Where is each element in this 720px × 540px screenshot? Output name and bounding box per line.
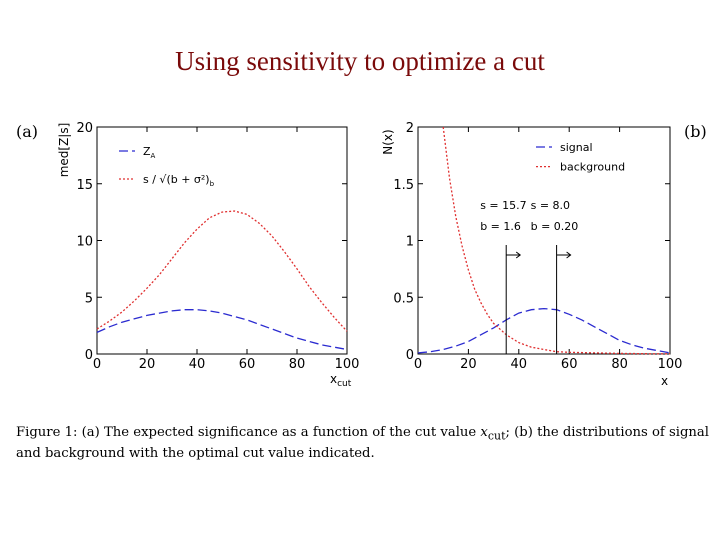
caption-part-b: ; (b) the distributions of signal and ba… [16,425,709,461]
panel-a-legend-label-0: ZA [143,145,156,160]
panel-a-xlabel-subscript: cut [337,379,352,389]
slide-title: Using sensitivity to optimize a cut [175,46,545,76]
panel-a-xtick-label: 80 [289,357,306,372]
panel-a-legend-subscript-1: b [210,180,215,188]
caption-prefix: Figure 1: [16,425,82,440]
panel-a-series-0-line [96,309,348,351]
panel-a-legend-label-1: s / √(b + σ²)b [143,173,215,188]
panel-b-xtick-label: 40 [511,357,528,372]
figure-caption: Figure 1: (a) The expected significance … [16,424,716,462]
panel-b-cut-arrowhead-1 [566,251,572,259]
panel-a-ylabel: med[Z|s] [57,123,71,178]
panel-b-ytick-label: 1 [406,235,414,250]
panel-b-cut-s-label-1: s = 8.0 [531,199,570,212]
panel-b-ytick-label: 1.5 [393,178,414,193]
panel-b-cut-arrowhead-0 [515,251,522,259]
panel-b-xtick-label: 20 [460,357,477,372]
panel-b-ylabel: N(x) [381,129,395,154]
panel-b-xtick-label: 100 [658,357,683,372]
caption-variable: x [480,425,488,440]
panel-a-xtick-label: 100 [335,357,360,372]
panel-a-xlabel: xcut [330,372,352,389]
panel-a-letter: (a) [16,122,38,141]
caption-part-a: (a) The expected significance as a funct… [81,425,481,440]
panel-a-series-1-line [96,210,348,332]
panel-a-xtick-label: 40 [189,357,206,372]
panel-b-legend-label-1: background [560,161,625,174]
panel-b-letter: (b) [684,122,707,141]
panel-b-cut-b-label-1: b = 0.20 [531,220,579,233]
panel-b-xtick-label: 80 [611,357,628,372]
panel-a-legend-subscript-0: A [151,152,156,160]
panel-b-cut-b-label-0: b = 1.6 [480,220,521,233]
caption-variable-subscript: cut [487,429,506,443]
panel-b-xtick-label: 60 [561,357,578,372]
panel-a-ytick-label: 5 [85,291,93,306]
panel-a-ytick-label: 20 [76,121,93,136]
panel-a-frame [96,126,348,355]
panel-a-ytick-label: 0 [85,348,93,363]
panel-a-xtick-label: 60 [239,357,256,372]
panel-b-ytick-label: 0 [406,348,414,363]
panel-b-series-0-line [417,307,671,354]
panel-a-ytick-label: 10 [76,235,93,250]
panel-b-ytick-label: 2 [406,121,414,136]
panel-a-xtick-label: 0 [93,357,101,372]
panel-b-legend-label-0: signal [560,141,593,154]
panel-a-xtick-label: 20 [139,357,156,372]
panel-b-cut-s-label-0: s = 15.7 [480,199,526,212]
panel-b-xtick-label: 0 [414,357,422,372]
panel-b-frame [417,126,671,355]
panel-b-ytick-label: 0.5 [393,291,414,306]
panel-a-ytick-label: 15 [76,178,93,193]
panel-b-xlabel: x [661,374,668,388]
